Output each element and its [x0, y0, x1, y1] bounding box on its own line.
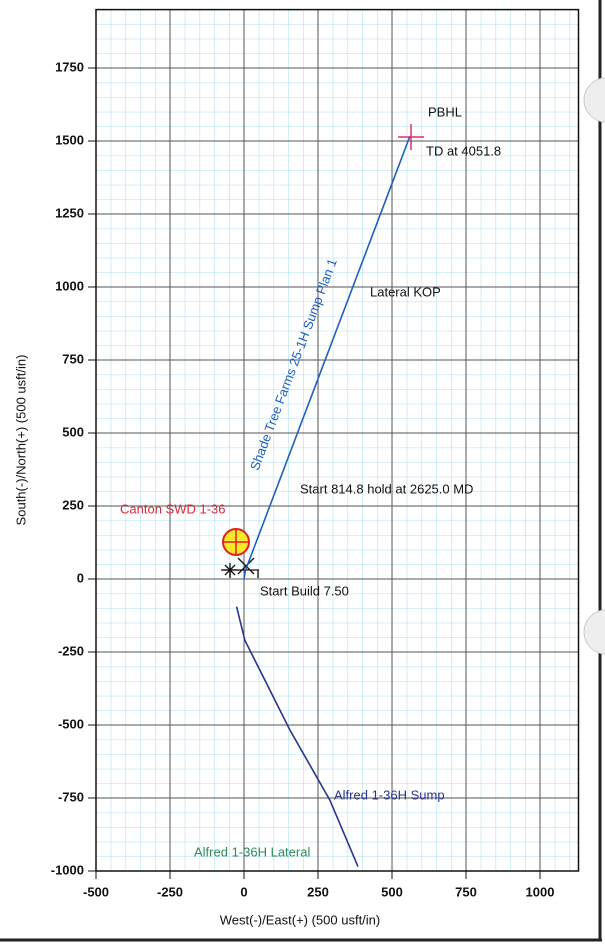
x-tick-label: -250: [157, 884, 183, 899]
trajectory-line: [243, 136, 411, 580]
y-tick-label: 750: [62, 351, 84, 366]
well-symbols: [221, 124, 424, 578]
annotation: Start 814.8 hold at 2625.0 MD: [300, 481, 473, 496]
x-tick-label: 750: [455, 884, 477, 899]
annotation: Start Build 7.50: [260, 583, 349, 598]
x-tick-label: 500: [381, 884, 403, 899]
series-label: Alfred 1-36H Sump: [334, 787, 445, 802]
y-tick-label: 1750: [55, 59, 84, 74]
annotation: Alfred 1-36H Lateral: [194, 844, 310, 859]
x-tick-label: -500: [83, 884, 109, 899]
y-tick-label: 500: [62, 424, 84, 439]
y-tick-label: 0: [77, 570, 84, 585]
y-tick-label: 1500: [55, 132, 84, 147]
y-axis-label: South(-)/North(+) (500 usft/in): [13, 355, 28, 526]
plot-area: [88, 8, 580, 879]
binder-hole: [583, 609, 605, 655]
y-tick-label: 1000: [55, 278, 84, 293]
surface-symbol: [221, 557, 259, 578]
binder-hole: [583, 77, 605, 123]
y-tick-label: -250: [58, 643, 84, 658]
annotation: Canton SWD 1-36: [120, 501, 226, 516]
annotation: Lateral KOP: [370, 284, 441, 299]
x-tick-label: 0: [240, 884, 247, 899]
y-tick-label: 1250: [55, 205, 84, 220]
x-tick-label: 250: [307, 884, 329, 899]
plot-border: [95, 8, 580, 872]
annotation: TD at 4051.8: [426, 143, 501, 158]
x-axis-label: West(-)/East(+) (500 usft/in): [220, 912, 381, 927]
pbhl-cross: [398, 124, 424, 150]
trajectory-line: [235, 606, 359, 867]
y-tick-label: -1000: [51, 862, 84, 877]
y-tick-label: 250: [62, 497, 84, 512]
x-tick-label: 1000: [526, 884, 555, 899]
y-tick-label: -500: [58, 716, 84, 731]
canton-cross: [223, 529, 249, 555]
annotation: PBHL: [428, 104, 462, 119]
minor-grid: [96, 9, 579, 872]
y-tick-label: -750: [58, 789, 84, 804]
